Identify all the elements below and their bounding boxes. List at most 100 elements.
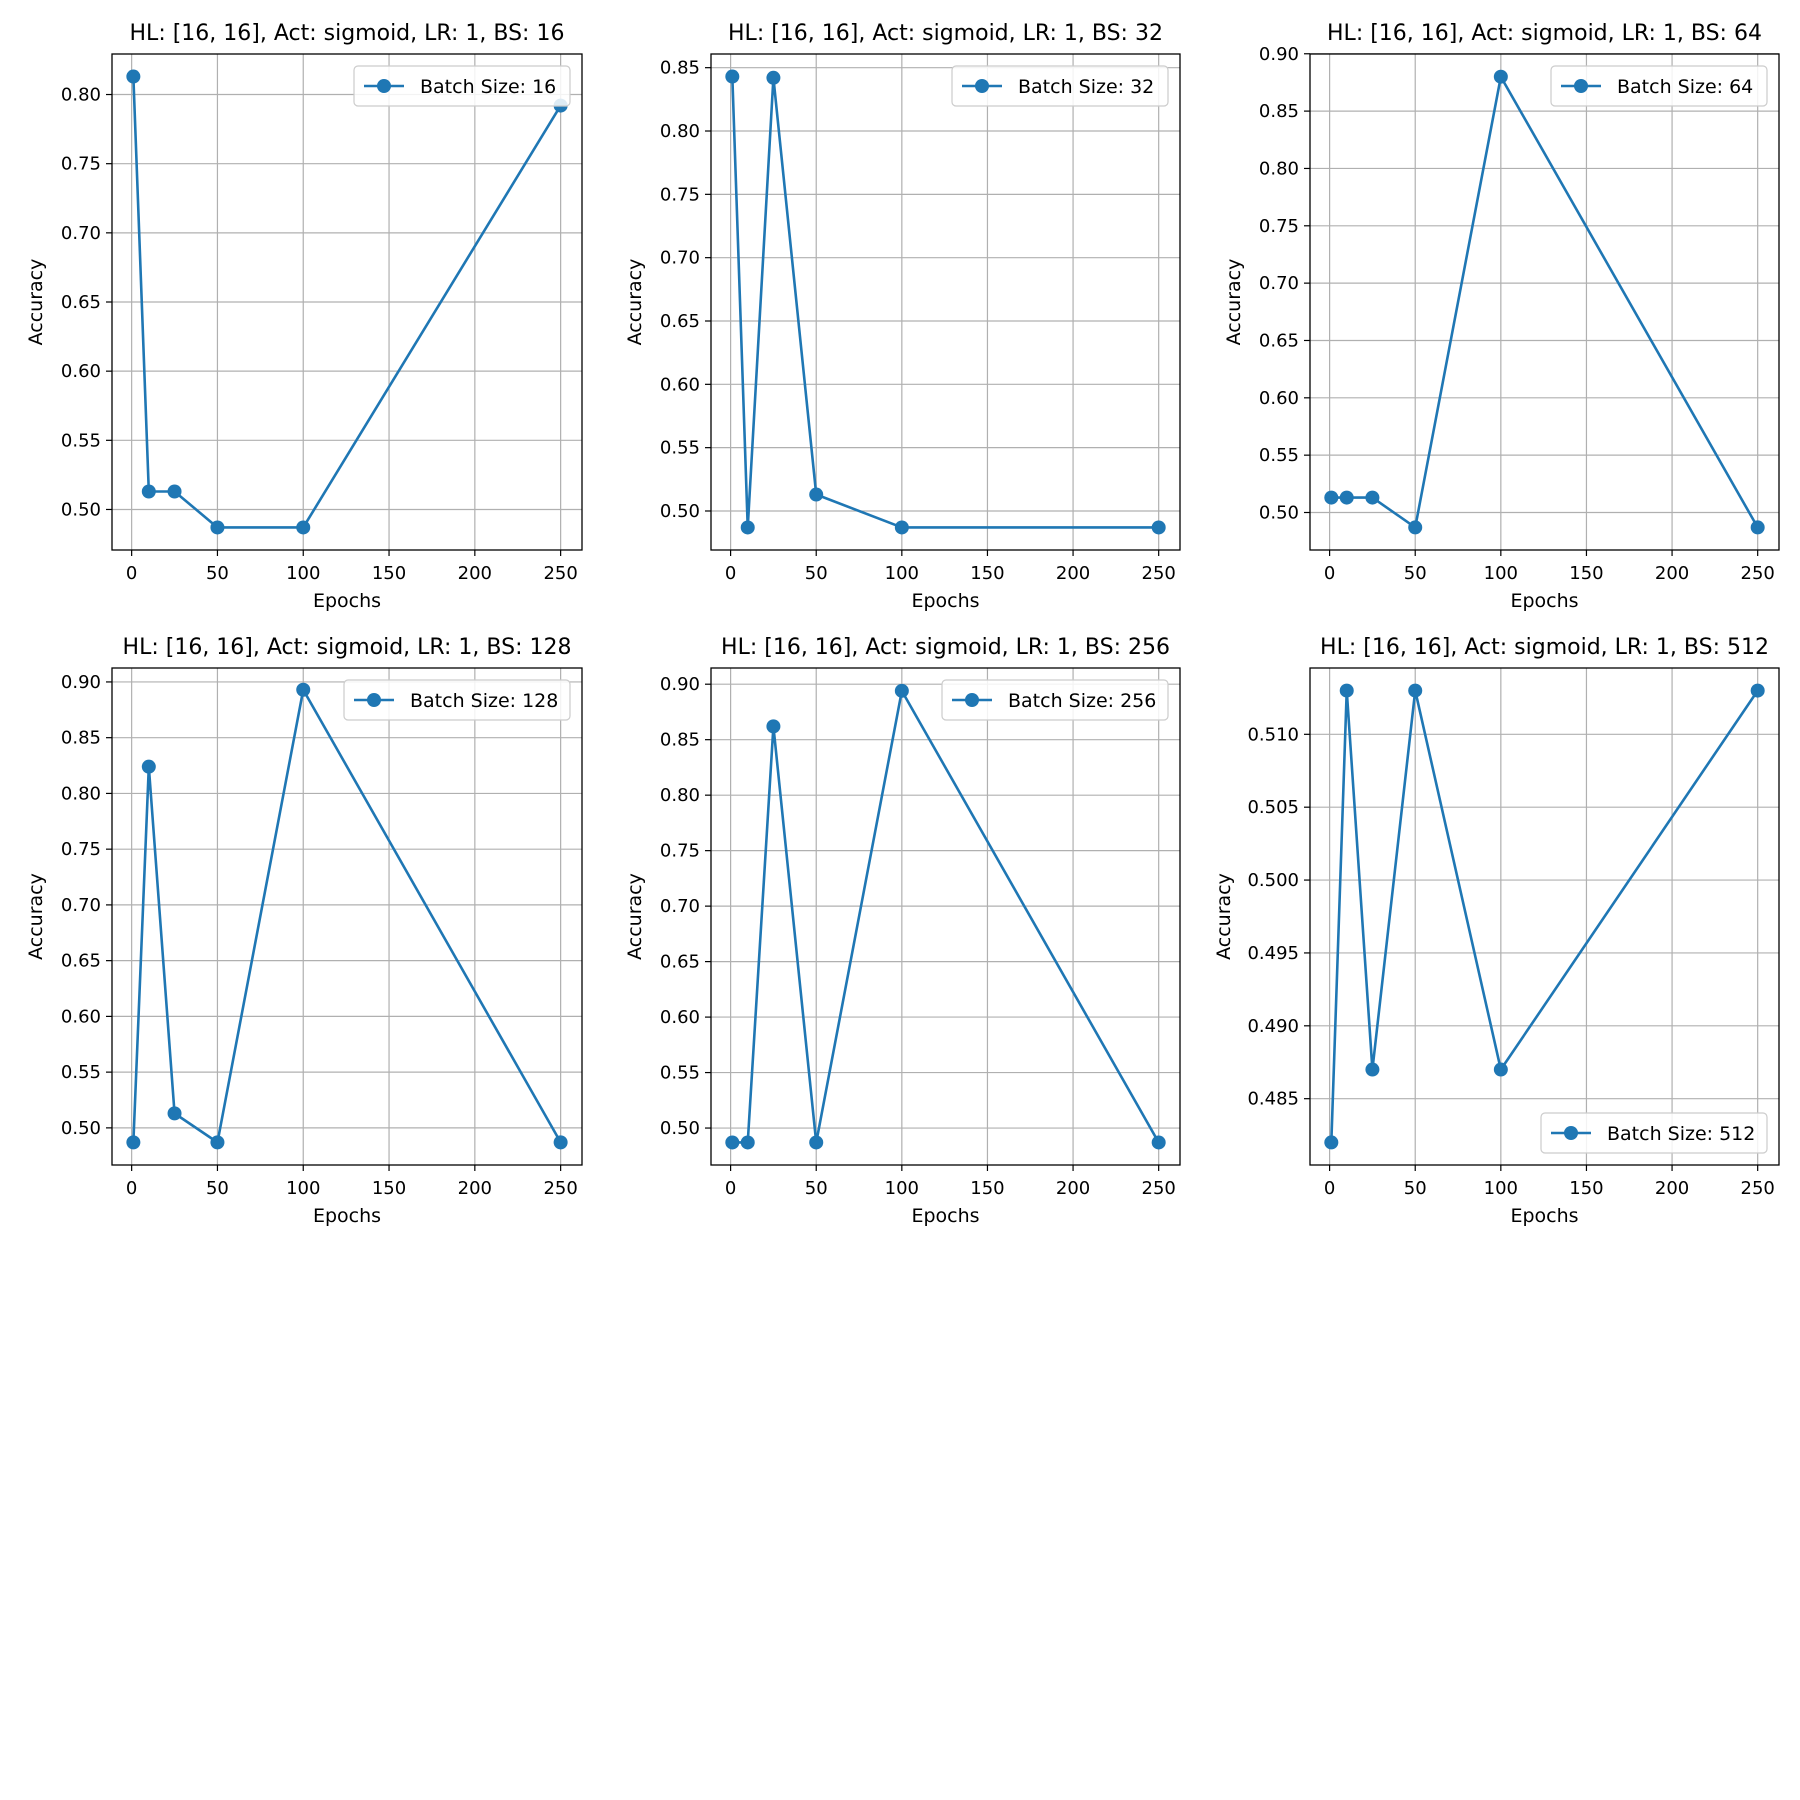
y-tick-label: 0.495 bbox=[1247, 943, 1299, 964]
x-tick-label: 200 bbox=[458, 563, 492, 584]
x-tick-label: 150 bbox=[1569, 1178, 1603, 1199]
data-point bbox=[296, 682, 311, 697]
x-tick-label: 250 bbox=[543, 563, 577, 584]
y-tick-label: 0.60 bbox=[1259, 388, 1299, 409]
x-tick-label: 150 bbox=[1569, 563, 1603, 584]
y-tick-label: 0.70 bbox=[1259, 273, 1299, 294]
data-point bbox=[1408, 683, 1423, 698]
series-line bbox=[132, 688, 562, 1144]
subplot-2: 0 50 100 150 200 250 0.50 0.55 0.60 0.65 0.70 0.75 0… bbox=[624, 21, 1181, 612]
data-point bbox=[1750, 520, 1765, 535]
x-tick-label: 200 bbox=[1655, 1178, 1689, 1199]
y-tick-label: 0.55 bbox=[660, 1063, 700, 1084]
legend-label: Batch Size: 64 bbox=[1617, 76, 1753, 98]
x-tick-label: 100 bbox=[286, 1178, 320, 1199]
legend-box bbox=[343, 679, 571, 721]
x-tick-label: 250 bbox=[543, 1178, 577, 1199]
y-tick-label: 0.50 bbox=[1259, 502, 1299, 523]
x-tick-label: 50 bbox=[805, 563, 828, 584]
y-tick-label: 0.70 bbox=[61, 223, 101, 244]
y-tick-label: 0.50 bbox=[61, 1118, 101, 1139]
subplot-1: 0 50 100 150 200 250 0.50 0.55 0.60 0.65 0.70 0.75 0… bbox=[25, 21, 583, 612]
x-axis-label: Epochs bbox=[911, 590, 979, 612]
x-tick-label: 250 bbox=[1142, 563, 1176, 584]
y-tick-label: 0.75 bbox=[660, 184, 700, 205]
x-tick-label: 0 bbox=[725, 1178, 736, 1199]
x-tick-label: 0 bbox=[126, 563, 137, 584]
x-axis-label: Epochs bbox=[1510, 590, 1578, 612]
series-line bbox=[732, 689, 1160, 1144]
chart-title: HL: [16, 16], Act: sigmoid, LR: 1, BS: 6… bbox=[1327, 21, 1762, 46]
y-tick-label: 0.500 bbox=[1247, 870, 1299, 891]
chart-title: HL: [16, 16], Act: sigmoid, LR: 1, BS: 2… bbox=[721, 635, 1170, 660]
subplot-5: 0 50 100 150 200 250 0.50 0.55 0.60 0.65 0.70 0.75 0… bbox=[624, 635, 1181, 1227]
legend-marker bbox=[1564, 1126, 1578, 1140]
y-tick-label: 0.85 bbox=[61, 728, 101, 749]
data-point bbox=[1151, 520, 1166, 535]
axes-frame bbox=[1309, 53, 1780, 551]
data-point bbox=[766, 719, 781, 734]
x-tick-label: 100 bbox=[1484, 563, 1518, 584]
data-point bbox=[1339, 683, 1354, 698]
x-tick-label: 50 bbox=[206, 563, 229, 584]
legend-label: Batch Size: 512 bbox=[1607, 1123, 1755, 1145]
y-axis-label: Accuracy bbox=[624, 873, 646, 960]
data-point bbox=[1493, 1062, 1508, 1077]
x-tick-label: 0 bbox=[1324, 563, 1335, 584]
legend-marker bbox=[377, 79, 391, 93]
legend-label: Batch Size: 256 bbox=[1008, 690, 1156, 712]
chart-title: HL: [16, 16], Act: sigmoid, LR: 1, BS: 5… bbox=[1320, 635, 1769, 660]
y-tick-label: 0.75 bbox=[61, 839, 101, 860]
axes-frame bbox=[111, 667, 583, 1166]
legend-box bbox=[353, 65, 571, 107]
data-point bbox=[126, 69, 141, 84]
y-tick-label: 0.60 bbox=[660, 374, 700, 395]
y-tick-label: 0.80 bbox=[1259, 158, 1299, 179]
y-tick-label: 0.50 bbox=[660, 501, 700, 522]
y-tick-label: 0.75 bbox=[61, 154, 101, 175]
y-tick-label: 0.55 bbox=[61, 1062, 101, 1083]
y-axis-label: Accuracy bbox=[624, 259, 646, 346]
data-point bbox=[1408, 520, 1423, 535]
x-tick-label: 150 bbox=[970, 1178, 1004, 1199]
x-tick-label: 0 bbox=[725, 563, 736, 584]
y-tick-label: 0.60 bbox=[660, 1007, 700, 1028]
y-tick-label: 0.85 bbox=[660, 58, 700, 79]
legend: Batch Size: 32 bbox=[951, 65, 1169, 107]
legend-label: Batch Size: 128 bbox=[410, 690, 558, 712]
y-tick-label: 0.55 bbox=[61, 430, 101, 451]
x-tick-label: 200 bbox=[1056, 563, 1090, 584]
x-axis-label: Epochs bbox=[911, 1205, 979, 1227]
y-tick-label: 0.90 bbox=[660, 674, 700, 695]
x-tick-label: 200 bbox=[458, 1178, 492, 1199]
y-axis-label: Accuracy bbox=[1223, 259, 1245, 346]
data-point bbox=[1324, 490, 1339, 505]
data-point bbox=[126, 1135, 141, 1150]
x-tick-label: 100 bbox=[885, 563, 919, 584]
legend: Batch Size: 128 bbox=[343, 679, 571, 721]
y-tick-label: 0.65 bbox=[61, 951, 101, 972]
y-tick-label: 0.65 bbox=[61, 292, 101, 313]
y-tick-label: 0.50 bbox=[660, 1118, 700, 1139]
data-point bbox=[1151, 1135, 1166, 1150]
data-point bbox=[1365, 490, 1380, 505]
data-point bbox=[141, 484, 156, 499]
y-tick-label: 0.505 bbox=[1247, 797, 1299, 818]
data-point bbox=[210, 1135, 225, 1150]
x-tick-label: 250 bbox=[1741, 1178, 1775, 1199]
x-tick-label: 100 bbox=[1484, 1178, 1518, 1199]
x-tick-label: 100 bbox=[885, 1178, 919, 1199]
data-point bbox=[1493, 69, 1508, 84]
y-tick-label: 0.80 bbox=[61, 85, 101, 106]
y-axis-label: Accuracy bbox=[25, 873, 47, 960]
subplot-6: 0 50 100 150 200 250 0.485 0.490 0.495 0.500 0.505… bbox=[1213, 635, 1780, 1227]
x-tick-label: 200 bbox=[1056, 1178, 1090, 1199]
data-point bbox=[296, 520, 311, 535]
data-point bbox=[1365, 1062, 1380, 1077]
data-point bbox=[1339, 490, 1354, 505]
x-tick-label: 200 bbox=[1655, 563, 1689, 584]
x-tick-label: 100 bbox=[286, 563, 320, 584]
y-tick-label: 0.90 bbox=[1259, 44, 1299, 65]
x-tick-label: 0 bbox=[1324, 1178, 1335, 1199]
data-point bbox=[894, 683, 909, 698]
